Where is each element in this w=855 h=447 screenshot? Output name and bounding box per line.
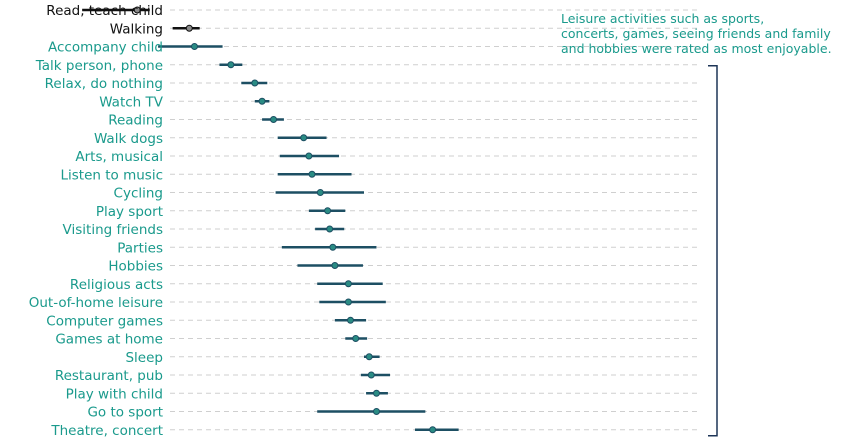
category-labels: Read, teach child Walking Accompany child T…	[29, 3, 164, 439]
category-label-play-sport: Play sport	[96, 204, 163, 220]
point-reading	[270, 116, 278, 123]
category-label-sleep: Sleep	[125, 350, 163, 366]
point-religious-acts	[344, 280, 352, 288]
category-label-accompany-child: Accompany child	[48, 40, 163, 56]
category-label-religious-acts: Religious acts	[70, 277, 163, 293]
category-label-parties: Parties	[117, 240, 163, 256]
point-restaurant-pub	[367, 371, 375, 379]
annotation-line-1: Leisure activities such as sports,	[561, 11, 764, 26]
point-go-to-sport	[372, 408, 380, 415]
point-walking	[185, 24, 193, 32]
category-label-arts-musical: Arts, musical	[75, 149, 163, 165]
category-label-computer-games: Computer games	[46, 313, 163, 329]
category-label-watch-tv: Watch TV	[99, 94, 164, 110]
point-play-sport	[324, 207, 332, 215]
annotation-line-2: concerts, games, seeing friends and fami…	[561, 26, 831, 41]
category-label-walking: Walking	[110, 21, 163, 37]
category-label-visiting-friends: Visiting friends	[63, 222, 163, 238]
category-label-games-at-home: Games at home	[55, 332, 163, 348]
point-theatre-concert	[429, 426, 437, 434]
point-cycling	[316, 189, 324, 196]
point-read-teach-child	[133, 6, 141, 14]
point-out-of-home-leisure	[344, 298, 352, 306]
point-arts-musical	[305, 152, 313, 160]
category-label-relax-do-nothing: Relax, do nothing	[45, 76, 163, 92]
category-label-listen-to-music: Listen to music	[60, 167, 163, 183]
point-hobbies	[331, 262, 339, 269]
annotation-line-3: and hobbies were rated as most enjoyable…	[561, 41, 832, 56]
category-label-theatre-concert: Theatre, concert	[50, 423, 163, 439]
category-label-out-of-home-leisure: Out-of-home leisure	[29, 295, 163, 311]
grid-layer	[170, 9, 700, 431]
point-walk-dogs	[300, 134, 308, 142]
point-computer-games	[346, 316, 354, 324]
category-label-walk-dogs: Walk dogs	[94, 131, 163, 147]
point-layer	[133, 6, 437, 434]
category-label-play-with-child: Play with child	[66, 386, 163, 402]
annotation: Leisure activities such as sports, conce…	[561, 11, 832, 437]
category-label-cycling: Cycling	[114, 186, 163, 202]
category-label-restaurant-pub: Restaurant, pub	[55, 368, 163, 384]
category-label-talk-person-phone: Talk person, phone	[35, 58, 163, 74]
point-play-with-child	[372, 389, 380, 397]
point-relax-do-nothing	[251, 79, 259, 87]
category-label-reading: Reading	[108, 113, 163, 129]
point-talk-person-phone	[227, 61, 235, 69]
point-games-at-home	[352, 335, 360, 342]
point-visiting-friends	[326, 225, 334, 233]
point-parties	[329, 243, 337, 251]
category-label-hobbies: Hobbies	[108, 259, 163, 275]
category-label-read-teach-child: Read, teach child	[46, 3, 163, 19]
point-listen-to-music	[308, 170, 316, 178]
annotation-bracket	[708, 65, 718, 437]
point-watch-tv	[258, 97, 266, 105]
category-label-go-to-sport: Go to sport	[87, 405, 163, 421]
point-accompany-child	[190, 43, 198, 50]
point-sleep	[365, 353, 373, 361]
